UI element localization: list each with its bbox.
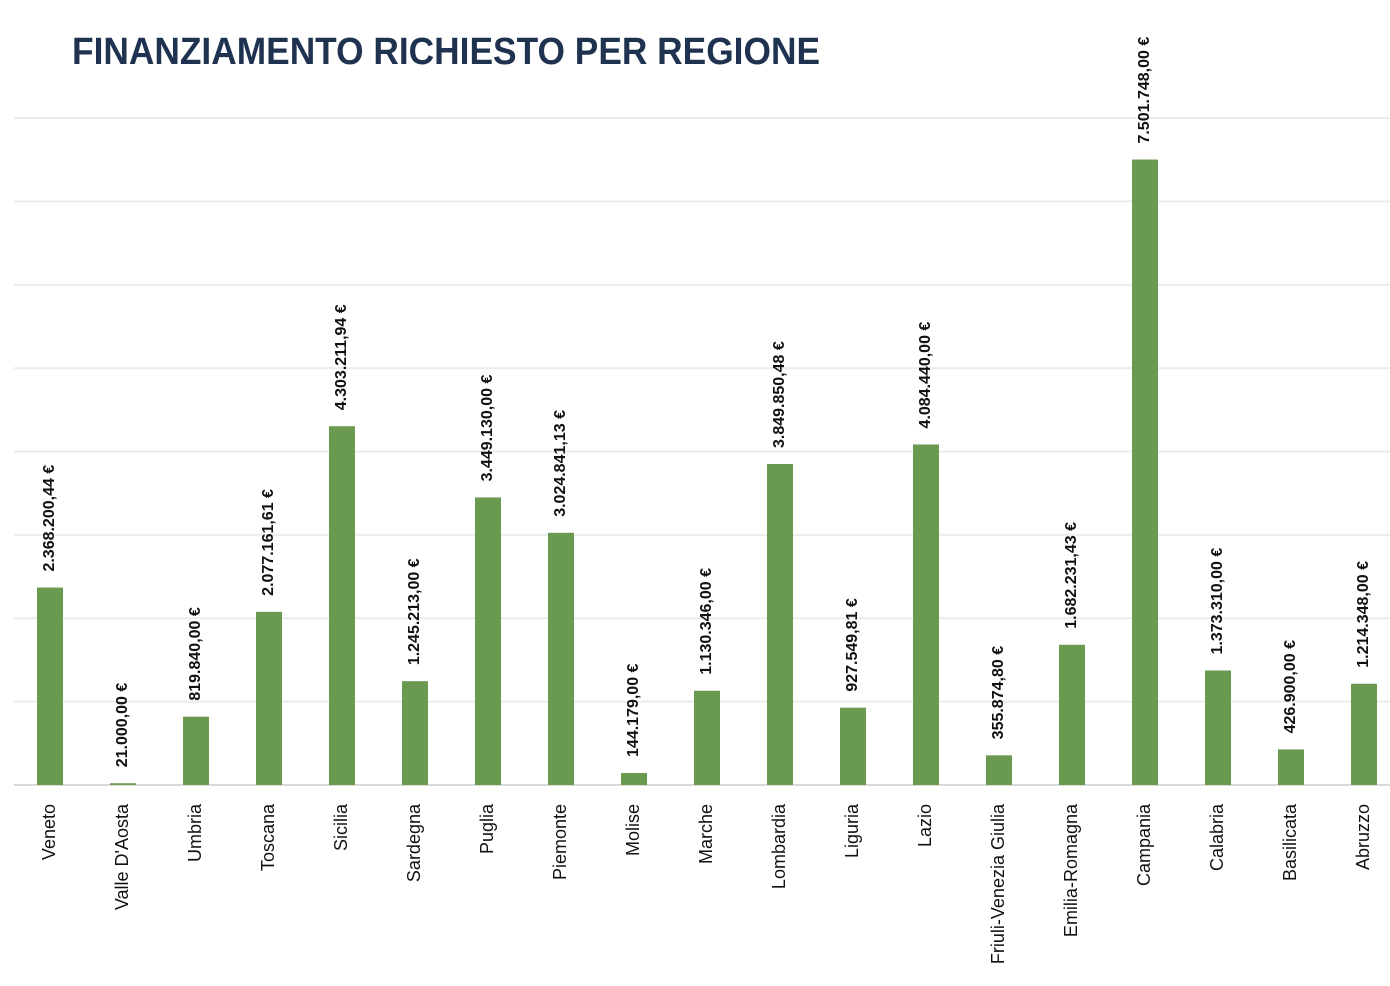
bar [110,783,136,785]
value-label: 1.214.348,00 € [1355,561,1372,668]
x-tick-label: Emilia-Romagna [1061,803,1081,937]
value-label: 819.840,00 € [187,607,204,701]
value-label: 3.849.850,48 € [771,341,788,448]
value-label: 4.303.211,94 € [333,304,350,410]
x-tick-label: Marche [696,804,716,864]
x-tick-label: Campania [1134,803,1154,886]
bar [256,611,282,785]
bar [913,444,939,785]
bar [986,755,1012,785]
x-tick-label: Piemonte [550,804,570,880]
value-label: 1.130.346,00 € [698,568,715,675]
bar [1205,670,1231,785]
x-tick-label: Valle D'Aosta [112,803,132,910]
value-label: 355.874,80 € [990,646,1007,740]
chart-title: FINANZIAMENTO RICHIESTO PER REGIONE [72,31,820,73]
value-label: 3.449.130,00 € [479,375,496,482]
bar [37,587,63,785]
x-tick-label: Molise [623,804,643,856]
value-label: 1.245.213,00 € [406,558,423,665]
value-label: 4.084.440,00 € [917,322,934,429]
bar [475,497,501,785]
bar [767,464,793,785]
x-tick-label: Basilicata [1280,803,1300,881]
bar [694,690,720,785]
bar [621,772,647,785]
x-tick-label: Calabria [1207,803,1227,871]
x-tick-label: Liguria [842,803,862,858]
x-tick-label: Toscana [258,803,278,871]
x-tick-label: Abruzzo [1353,804,1373,870]
value-label: 7.501.748,00 € [1136,37,1153,144]
value-label: 426.900,00 € [1282,640,1299,734]
x-tick-label: Lazio [915,804,935,847]
x-tick-label: Puglia [477,803,497,854]
bar [1132,159,1158,786]
value-label: 21.000,00 € [114,683,131,768]
bar [1351,683,1377,785]
bar [548,532,574,785]
bar [840,707,866,785]
bar [1059,644,1085,785]
x-tick-label: Friuli-Venezia Giulia [988,803,1008,964]
bar [1278,749,1304,785]
bar [402,681,428,785]
value-label: 144.179,00 € [625,663,642,757]
value-label: 1.682.231,43 € [1063,522,1080,629]
x-tick-label: Veneto [39,804,59,860]
value-label: 2.077.161,61 € [260,489,277,596]
x-tick-label: Lombardia [769,803,789,889]
x-tick-label: Sardegna [404,803,424,882]
x-tick-label: Umbria [185,803,205,862]
bar [183,716,209,785]
x-tick-label: Sicilia [331,803,351,851]
value-label: 927.549,81 € [844,598,861,692]
value-label: 2.368.200,44 € [41,465,58,572]
value-label: 1.373.310,00 € [1209,548,1226,655]
bar [329,426,355,785]
value-label: 3.024.841,13 € [552,410,569,517]
